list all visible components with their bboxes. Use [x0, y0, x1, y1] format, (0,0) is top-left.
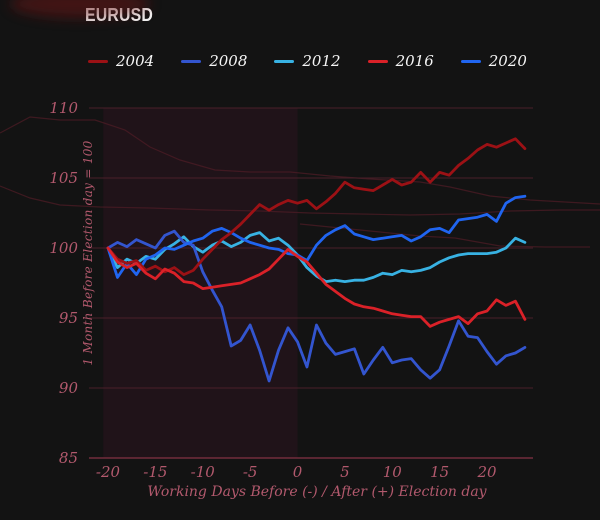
legend-swatch-icon [274, 59, 295, 64]
y-tick-label: 110 [49, 99, 78, 117]
series-line-2012[interactable] [106, 231, 527, 284]
legend-swatch-icon [460, 59, 481, 64]
legend-swatch-icon [181, 59, 202, 64]
series-line-2020[interactable] [106, 194, 527, 279]
legend-item-2020[interactable]: 2020 [460, 52, 527, 70]
x-axis-title: Working Days Before (-) / After (+) Elec… [147, 484, 487, 500]
x-tick-label: 15 [430, 463, 450, 481]
x-tick-label: -10 [190, 463, 215, 481]
series-line-2016[interactable] [106, 246, 527, 328]
legend-swatch-icon [367, 59, 388, 64]
x-tick-label: -20 [95, 463, 121, 481]
series-line-2004[interactable] [106, 137, 527, 277]
decorative-background-line [0, 116, 600, 205]
legend-item-2008[interactable]: 2008 [181, 54, 247, 69]
x-tick-label: -15 [143, 463, 168, 481]
x-tick-label: 5 [340, 463, 350, 481]
legend-label: 2008 [209, 52, 248, 70]
pre-election-shaded-region [103, 108, 298, 458]
legend-label: 2016 [395, 52, 434, 70]
x-tick-label: 10 [382, 463, 402, 481]
series-line-2008[interactable] [106, 229, 527, 383]
chart-legend: 2004 2008 2012 2016 2020 [88, 54, 527, 69]
legend-label: 2020 [488, 52, 527, 70]
legend-item-2012[interactable]: 2012 [274, 52, 341, 70]
y-axis-title: 1 Month Before Election day = 100 [81, 140, 95, 366]
x-tick-label: -5 [242, 463, 258, 481]
legend-item-2004[interactable]: 2004 [88, 54, 154, 69]
y-tick-label: 95 [58, 309, 78, 327]
legend-swatch-icon [88, 59, 108, 64]
legend-label: 2012 [302, 52, 341, 70]
x-tick-label: 20 [477, 463, 497, 481]
y-tick-label: 85 [58, 449, 78, 467]
y-tick-label: 105 [49, 169, 78, 187]
x-tick-label: 0 [292, 463, 303, 481]
background-glow [10, 0, 150, 18]
legend-item-2016[interactable]: 2016 [367, 52, 434, 70]
legend-label: 2004 [116, 52, 155, 70]
y-tick-label: 90 [58, 379, 78, 397]
y-tick-label: 100 [49, 239, 78, 257]
